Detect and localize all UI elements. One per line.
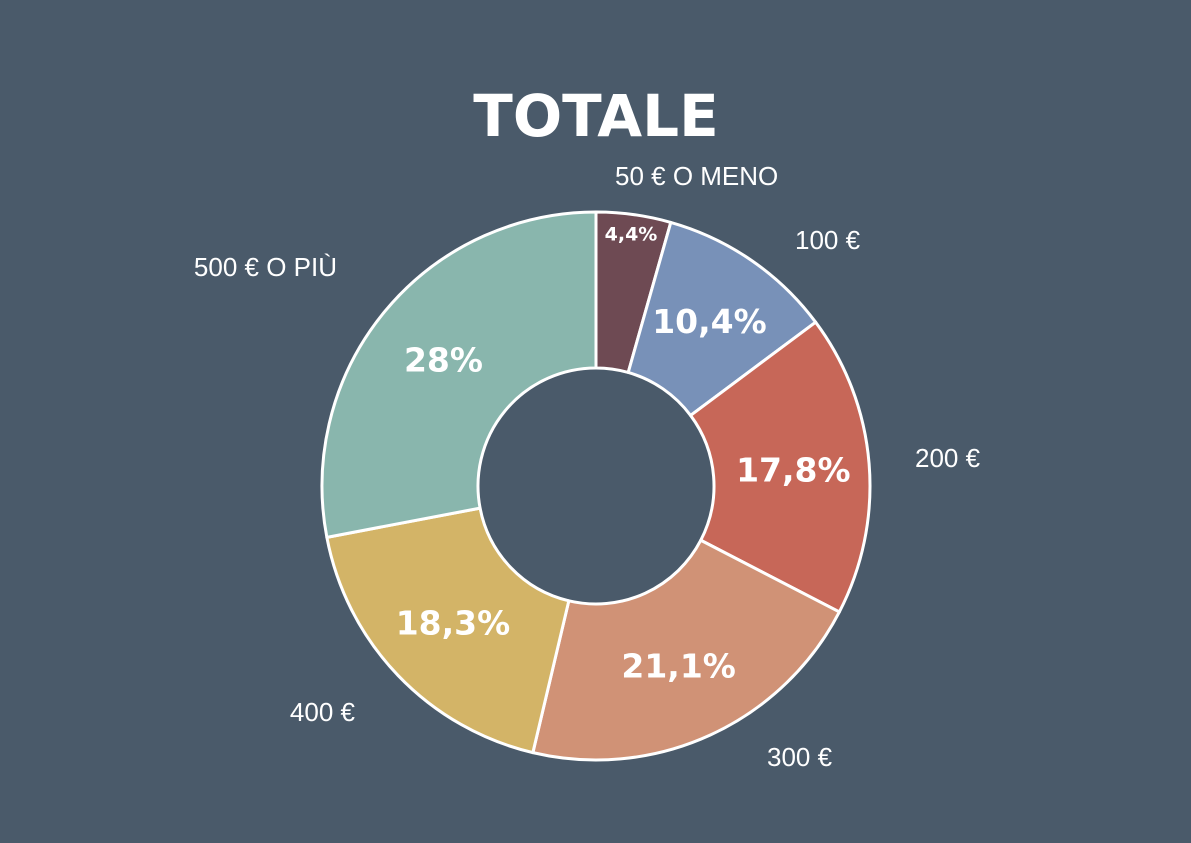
value-label-100: 10,4%	[652, 302, 767, 341]
value-label-300: 21,1%	[621, 646, 736, 685]
value-label-400: 18,3%	[396, 603, 511, 642]
category-label-50-o-meno: 50 € O MENO	[615, 161, 778, 191]
category-label-100: 100 €	[795, 225, 861, 255]
value-labels-group: 4,4% 10,4% 17,8% 21,1% 18,3% 28%	[396, 223, 851, 685]
slice-500-o-pi	[320, 210, 598, 539]
slice-200	[689, 320, 872, 614]
category-label-400: 400 €	[290, 697, 356, 727]
category-label-300: 300 €	[767, 742, 833, 772]
chart-title: TOTALE	[473, 82, 718, 150]
category-label-200: 200 €	[915, 443, 981, 473]
value-label-200: 17,8%	[736, 450, 851, 489]
slice-300	[531, 538, 841, 762]
value-label-50-o-meno: 4,4%	[605, 223, 658, 245]
slice-400	[325, 506, 571, 755]
category-labels-group: 50 € O MENO 100 € 200 € 300 € 400 € 500 € O P…	[194, 161, 981, 772]
category-label-500-o-pi: 500 € O PIÙ	[194, 252, 337, 282]
slices-group	[320, 210, 872, 762]
value-label-500-o-pi: 28%	[404, 340, 483, 379]
